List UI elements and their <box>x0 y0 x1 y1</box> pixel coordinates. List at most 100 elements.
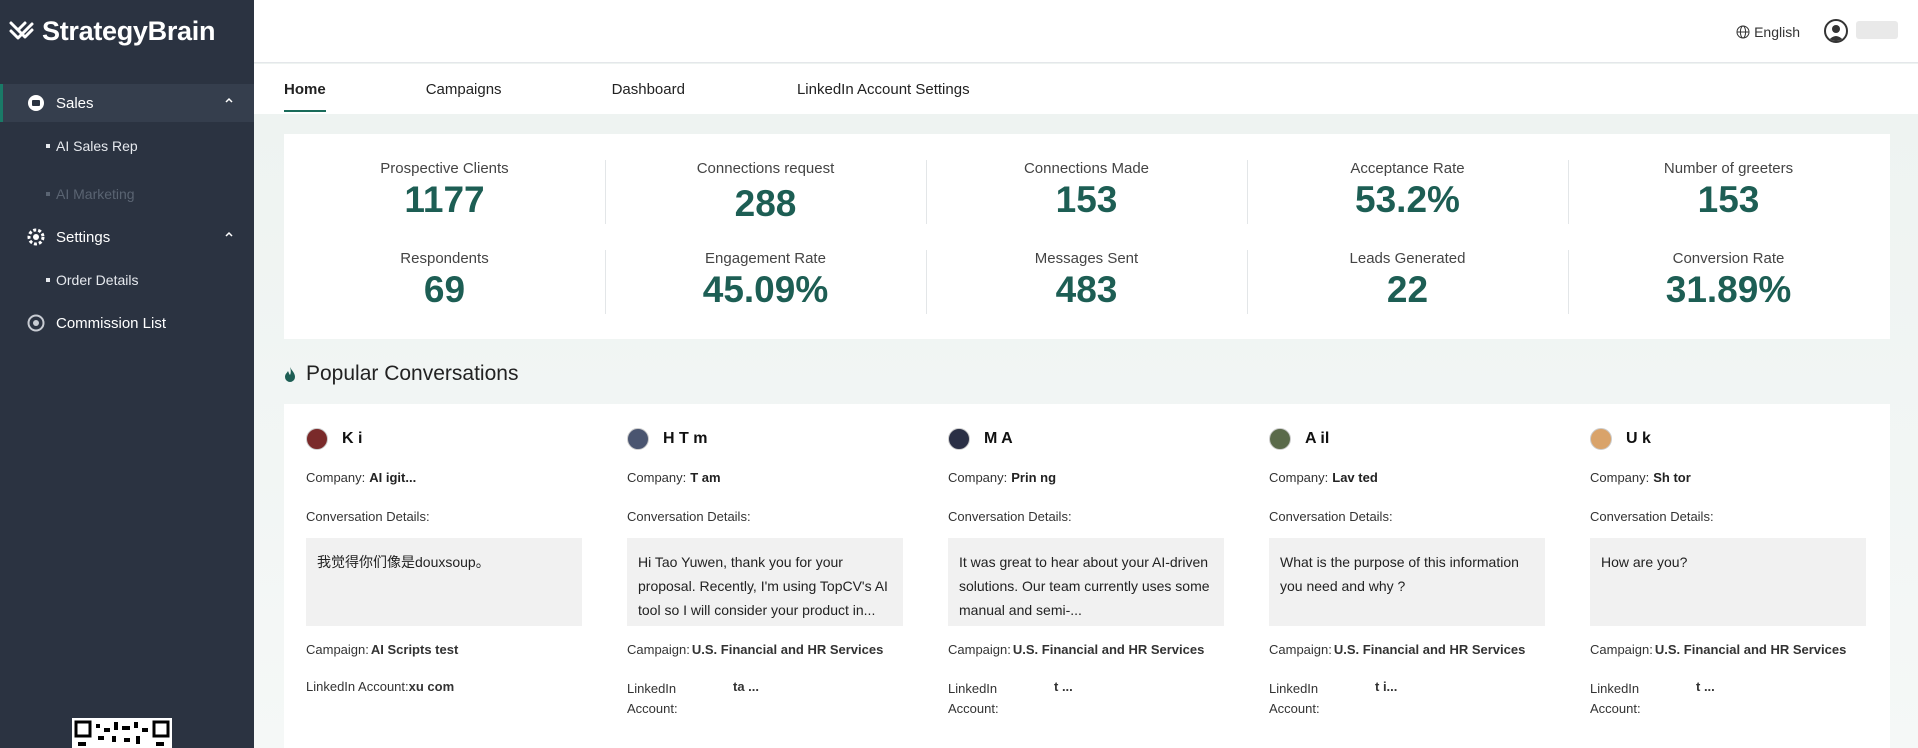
sidebar: StrategyBrain Sales AI Sales Rep AI Mark… <box>0 0 254 748</box>
main-content: Prospective Clients 1177 Connections req… <box>254 114 1918 748</box>
conversation-item[interactable]: K i Company: AI igit... Conversation Deta… <box>306 428 582 694</box>
stat-label: Messages Sent <box>1034 250 1139 267</box>
stat-leads-generated: Leads Generated 22 <box>1247 250 1568 311</box>
stat-value: 153 <box>1055 179 1118 220</box>
tab-campaigns[interactable]: Campaigns <box>426 64 502 114</box>
stat-value: 69 <box>423 269 466 310</box>
divider <box>605 250 606 314</box>
contact-name: K i <box>342 430 363 447</box>
divider <box>926 160 927 224</box>
campaign-value: U.S. Financial and HR Services <box>1333 642 1526 657</box>
stat-value: 153 <box>1697 179 1760 220</box>
stat-label: Respondents <box>400 250 489 267</box>
stat-value: 288 <box>734 183 797 224</box>
divider <box>1568 250 1569 314</box>
campaign-value: U.S. Financial and HR Services <box>1012 642 1205 657</box>
sidebar-group-settings[interactable]: Settings <box>0 218 254 256</box>
stat-value: 53.2% <box>1355 179 1460 220</box>
language-label: English <box>1754 24 1800 40</box>
stat-label: Engagement Rate <box>705 250 826 267</box>
contact-name: M A <box>984 430 1013 447</box>
stat-label: Connections Made <box>1023 160 1150 177</box>
contact-name: H T m <box>663 430 708 447</box>
tab-home[interactable]: Home <box>284 64 326 114</box>
chevron-up-icon <box>225 97 233 103</box>
conversation-item[interactable]: H T m Company: T am Conversation Details:… <box>627 428 903 719</box>
divider <box>605 160 606 224</box>
campaign-label: Campaign: <box>948 642 1011 657</box>
brand-logo-icon <box>9 21 34 40</box>
linkedin-value: t i... <box>1375 679 1398 694</box>
company-value: T am <box>690 470 721 485</box>
fire-icon <box>285 367 295 382</box>
sidebar-item-label: AI Sales Rep <box>56 138 138 154</box>
linkedin-value: xu com <box>408 679 455 694</box>
gear-icon <box>26 227 46 247</box>
contact-avatar <box>1269 428 1291 450</box>
sidebar-item-order-details[interactable]: Order Details <box>0 256 254 304</box>
bullet-icon <box>46 144 50 148</box>
company-label: Company: <box>306 470 366 485</box>
conversation-item[interactable]: A il Company: Lav ted Conversation Detail… <box>1269 428 1545 719</box>
conversations-card: K i Company: AI igit... Conversation Deta… <box>284 404 1890 748</box>
divider <box>1247 250 1248 314</box>
stat-respondents: Respondents 69 <box>284 250 605 311</box>
stat-prospective-clients: Prospective Clients 1177 <box>284 160 605 221</box>
stat-conversion-rate: Conversion Rate 31.89% <box>1568 250 1889 311</box>
chevron-up-icon <box>225 231 233 237</box>
sidebar-item-ai-sales-rep[interactable]: AI Sales Rep <box>0 122 254 170</box>
linkedin-label: LinkedIn Account: <box>1590 681 1641 716</box>
conversation-details-label: Conversation Details: <box>948 509 1072 524</box>
section-title: Popular Conversations <box>306 362 519 385</box>
conversation-message: How are you? <box>1590 538 1866 626</box>
stat-value: 31.89% <box>1665 269 1792 310</box>
campaign-value: AI Scripts test <box>370 642 459 657</box>
conversation-item[interactable]: M A Company: Prin ng Conversation Details… <box>948 428 1224 719</box>
conversation-message: What is the purpose of this information … <box>1269 538 1545 626</box>
stat-label: Number of greeters <box>1663 160 1794 177</box>
sidebar-group-commission-list[interactable]: Commission List <box>0 304 254 342</box>
language-selector[interactable]: English <box>1736 24 1800 40</box>
conversation-details-label: Conversation Details: <box>627 509 751 524</box>
divider <box>926 250 927 314</box>
tab-bar: Home Campaigns Dashboard LinkedIn Accoun… <box>254 64 1918 114</box>
stat-label: Connections request <box>696 160 835 177</box>
stat-number-of-greeters: Number of greeters 153 <box>1568 160 1889 221</box>
sidebar-group-sales[interactable]: Sales <box>0 84 254 122</box>
stat-label: Acceptance Rate <box>1350 160 1465 177</box>
bullet-icon <box>46 192 50 196</box>
tab-label: Campaigns <box>425 80 502 98</box>
campaign-value: U.S. Financial and HR Services <box>1654 642 1847 657</box>
brand[interactable]: StrategyBrain <box>0 0 254 62</box>
sidebar-group-label: Commission List <box>56 314 167 332</box>
qr-code-image <box>72 718 172 748</box>
commission-icon <box>26 313 46 333</box>
sidebar-item-ai-marketing[interactable]: AI Marketing <box>0 170 254 218</box>
campaign-label: Campaign: <box>627 642 690 657</box>
sidebar-item-label: Order Details <box>56 272 139 288</box>
popular-conversations-header: Popular Conversations <box>284 362 518 386</box>
divider <box>1247 160 1248 224</box>
stat-value: 22 <box>1386 269 1429 310</box>
campaign-value: U.S. Financial and HR Services <box>691 642 884 657</box>
tab-dashboard[interactable]: Dashboard <box>612 64 685 114</box>
topbar: English <box>254 0 1918 63</box>
contact-avatar <box>627 428 649 450</box>
contact-name: A il <box>1305 430 1330 447</box>
stat-value: 1177 <box>404 179 485 220</box>
conversation-item[interactable]: U k Company: Sh tor Conversation Details:… <box>1590 428 1866 719</box>
contact-avatar <box>1590 428 1612 450</box>
brand-name: StrategyBrain <box>42 15 216 46</box>
stat-value: 45.09% <box>702 269 829 310</box>
linkedin-label: LinkedIn Account: <box>627 681 678 716</box>
linkedin-label: LinkedIn Account: <box>1269 681 1320 716</box>
user-avatar[interactable] <box>1824 19 1848 43</box>
sidebar-group-label: Sales <box>56 94 94 112</box>
stat-connections-request: Connections request 288 <box>605 160 926 225</box>
tab-linkedin-account-settings[interactable]: LinkedIn Account Settings <box>797 64 970 114</box>
company-label: Company: <box>627 470 687 485</box>
stat-label: Prospective Clients <box>380 160 509 177</box>
linkedin-value: ta ... <box>733 679 760 694</box>
sales-icon <box>26 93 46 113</box>
user-name-redacted[interactable] <box>1856 21 1898 39</box>
